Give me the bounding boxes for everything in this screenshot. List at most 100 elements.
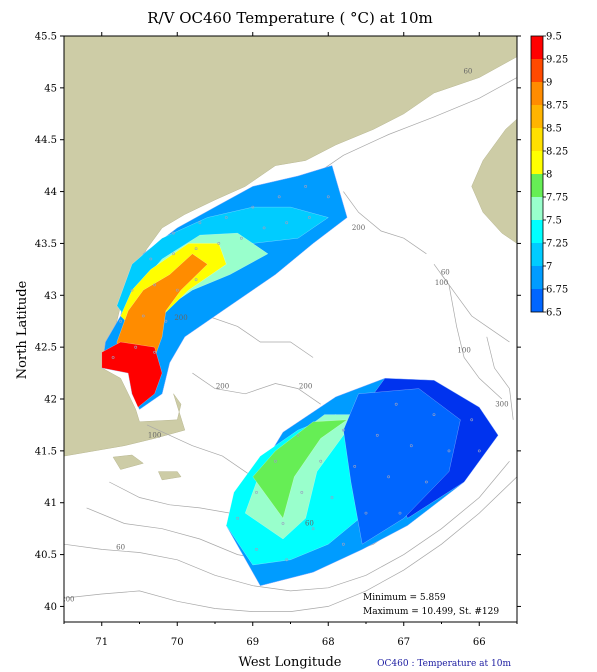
station-marker <box>153 283 157 287</box>
isobath-label: 300 <box>495 400 508 408</box>
colorbar-swatch <box>531 128 543 151</box>
station-marker <box>409 444 413 448</box>
station-marker <box>217 241 221 245</box>
y-axis-label: North Latitude <box>15 280 30 379</box>
station-marker <box>262 226 266 230</box>
station-marker <box>307 216 311 219</box>
colorbar-swatch <box>531 197 543 220</box>
station-marker <box>398 511 402 515</box>
x-tick-label: 66 <box>473 637 486 648</box>
colorbar-label: 8.25 <box>546 147 568 158</box>
station-marker <box>330 496 334 499</box>
isobath-label: 200 <box>61 595 74 603</box>
station-marker <box>285 221 289 225</box>
stat-maximum: Maximum = 10.499, St. #129 <box>363 607 499 617</box>
colorbar-label: 7.75 <box>546 193 568 204</box>
y-axis-ticks: 45.5 45 44.5 44 43.5 43 42.5 42 41.5 41 40.5 40 <box>35 32 521 613</box>
colorbar-swatch <box>531 174 543 197</box>
colorbar-label: 9 <box>546 78 552 89</box>
isobath-labels: 60 200 60 100 200 100 200 200 300 100 60 60 200 <box>61 67 509 603</box>
station-marker <box>134 345 138 349</box>
isobath-line-3 <box>441 274 510 343</box>
station-marker <box>251 205 255 209</box>
y-tick-label: 44 <box>44 187 57 198</box>
land-area-2 <box>112 454 144 470</box>
isobath-label: 200 <box>174 314 187 322</box>
station-marker <box>198 221 202 225</box>
station-marker <box>255 490 258 494</box>
station-marker <box>111 356 115 359</box>
station-marker <box>394 402 398 406</box>
isobath-label: 60 <box>116 543 125 551</box>
colorbar-label: 7.25 <box>546 239 568 250</box>
station-marker <box>341 428 345 432</box>
colorbar-swatch <box>531 59 543 82</box>
land-area-1 <box>471 118 517 244</box>
land-area-3 <box>158 471 182 481</box>
footer-caption: OC460 : Temperature at 10m <box>377 659 511 669</box>
station-marker <box>255 548 258 551</box>
colorbar-label: 9.25 <box>546 55 568 66</box>
colorbar-swatch <box>531 151 543 174</box>
isobath-label: 200 <box>216 383 229 391</box>
y-tick-label: 44.5 <box>35 135 57 146</box>
station-marker <box>273 459 277 463</box>
x-tick-label: 67 <box>397 637 410 648</box>
isobath-label: 100 <box>435 279 448 287</box>
isobath-label: 200 <box>299 383 312 391</box>
isobath-label: 60 <box>305 520 314 528</box>
colorbar: 9.5 9.25 9 8.75 8.5 8.25 8 7.75 7.5 7.25 7 6.75 6.5 <box>530 32 568 319</box>
y-tick-label: 43 <box>44 291 57 302</box>
station-marker <box>300 490 304 494</box>
station-marker <box>130 288 134 292</box>
x-tick-label: 68 <box>322 637 335 648</box>
x-tick-label: 71 <box>95 637 108 648</box>
temperature-contour-9 <box>343 388 461 545</box>
station-marker <box>141 314 145 318</box>
station-marker <box>353 464 357 468</box>
colorbar-swatch <box>531 82 543 105</box>
station-marker <box>153 350 157 354</box>
colorbar-label: 6.5 <box>546 308 562 319</box>
station-marker <box>319 459 323 463</box>
station-marker <box>175 288 179 292</box>
x-tick-label: 69 <box>246 637 259 648</box>
colorbar-swatch <box>531 289 543 312</box>
y-tick-label: 45.5 <box>35 32 57 43</box>
colorbar-swatch <box>531 266 543 289</box>
stat-minimum: Minimum = 5.859 <box>363 593 446 603</box>
isobath-line-9 <box>64 460 510 592</box>
station-marker <box>194 247 198 251</box>
isobath-label: 60 <box>463 67 472 75</box>
isobath-line-11 <box>109 481 231 514</box>
station-marker <box>432 413 436 417</box>
isobath-line-4 <box>486 336 514 420</box>
station-marker <box>285 558 289 562</box>
y-tick-label: 41 <box>44 498 57 509</box>
station-marker <box>172 252 175 256</box>
isobath-line-6 <box>192 372 321 405</box>
colorbar-swatch <box>531 36 543 59</box>
isobath-line-1 <box>343 191 427 255</box>
station-marker <box>236 516 240 520</box>
y-tick-label: 41.5 <box>35 446 57 457</box>
isobath-label: 60 <box>441 269 450 277</box>
colorbar-label: 8.75 <box>546 101 568 112</box>
station-marker <box>239 236 243 240</box>
colorbar-label: 8.5 <box>546 124 562 135</box>
x-axis-ticks: 71 70 69 68 67 66 <box>63 32 518 648</box>
map-layers: 60 200 60 100 200 100 200 200 300 100 60 60 200 <box>61 36 517 612</box>
y-tick-label: 40 <box>44 602 57 613</box>
colorbar-label: 8 <box>546 170 552 181</box>
colorbar-label: 6.75 <box>546 285 568 296</box>
y-tick-label: 40.5 <box>35 550 57 561</box>
station-marker <box>326 195 330 199</box>
colorbar-label: 7.5 <box>546 216 562 227</box>
station-marker <box>281 522 285 525</box>
station-marker <box>477 449 481 453</box>
station-marker <box>447 449 451 453</box>
station-marker <box>470 418 474 422</box>
station-marker <box>296 433 300 437</box>
station-marker <box>387 475 391 479</box>
